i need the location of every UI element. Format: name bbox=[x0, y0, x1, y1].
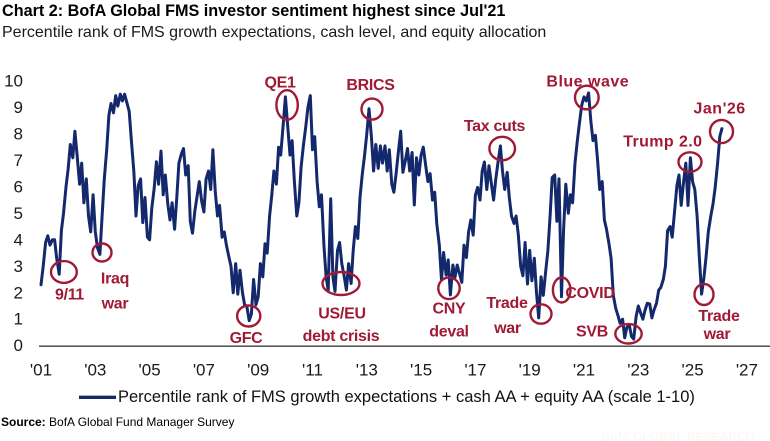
svg-text:deval: deval bbox=[429, 324, 468, 341]
svg-text:'15: '15 bbox=[410, 361, 432, 380]
svg-text:Jan'26: Jan'26 bbox=[694, 101, 746, 118]
svg-text:Trade: Trade bbox=[698, 308, 740, 325]
svg-text:4: 4 bbox=[14, 230, 23, 249]
svg-text:'07: '07 bbox=[193, 361, 215, 380]
svg-text:10: 10 bbox=[4, 72, 23, 91]
svg-text:QE1: QE1 bbox=[264, 75, 296, 92]
svg-text:'05: '05 bbox=[139, 361, 161, 380]
svg-text:'23: '23 bbox=[627, 361, 649, 380]
svg-text:'11: '11 bbox=[302, 361, 323, 380]
svg-text:BofA GLOBAL RESEARCH: BofA GLOBAL RESEARCH bbox=[602, 430, 755, 441]
svg-text:war: war bbox=[101, 295, 129, 312]
svg-text:Trump 2.0: Trump 2.0 bbox=[623, 134, 702, 151]
svg-text:Percentile rank of FMS growth: Percentile rank of FMS growth expectatio… bbox=[118, 388, 695, 406]
svg-text:'03: '03 bbox=[84, 361, 106, 380]
svg-text:war: war bbox=[493, 320, 521, 337]
svg-text:9/11: 9/11 bbox=[55, 287, 84, 304]
svg-text:US/EU: US/EU bbox=[318, 306, 365, 323]
svg-text:3: 3 bbox=[14, 257, 23, 276]
svg-text:Tax cuts: Tax cuts bbox=[464, 118, 526, 135]
svg-text:CNY: CNY bbox=[433, 301, 467, 318]
svg-text:'19: '19 bbox=[519, 361, 541, 380]
svg-text:Trade: Trade bbox=[486, 295, 528, 312]
svg-text:debt crisis: debt crisis bbox=[303, 328, 380, 345]
svg-text:'13: '13 bbox=[356, 361, 378, 380]
svg-text:0: 0 bbox=[14, 336, 23, 355]
svg-text:Blue wave: Blue wave bbox=[546, 74, 629, 91]
svg-text:6: 6 bbox=[14, 177, 23, 196]
svg-text:BRICS: BRICS bbox=[346, 77, 395, 94]
svg-text:'09: '09 bbox=[247, 361, 269, 380]
svg-text:Iraq: Iraq bbox=[101, 271, 129, 288]
svg-text:GFC: GFC bbox=[230, 330, 264, 347]
svg-text:war: war bbox=[703, 326, 731, 343]
svg-text:1: 1 bbox=[14, 310, 23, 329]
svg-text:2: 2 bbox=[14, 283, 23, 302]
svg-text:5: 5 bbox=[14, 204, 23, 223]
svg-text:COVID: COVID bbox=[565, 285, 614, 302]
svg-text:9: 9 bbox=[14, 98, 23, 117]
svg-text:'21: '21 bbox=[573, 361, 595, 380]
svg-text:'01: '01 bbox=[30, 361, 52, 380]
svg-text:8: 8 bbox=[14, 124, 23, 143]
svg-text:SVB: SVB bbox=[576, 324, 608, 341]
svg-text:7: 7 bbox=[14, 151, 23, 170]
svg-text:'27: '27 bbox=[736, 361, 758, 380]
svg-text:'25: '25 bbox=[682, 361, 704, 380]
svg-text:'17: '17 bbox=[464, 361, 486, 380]
